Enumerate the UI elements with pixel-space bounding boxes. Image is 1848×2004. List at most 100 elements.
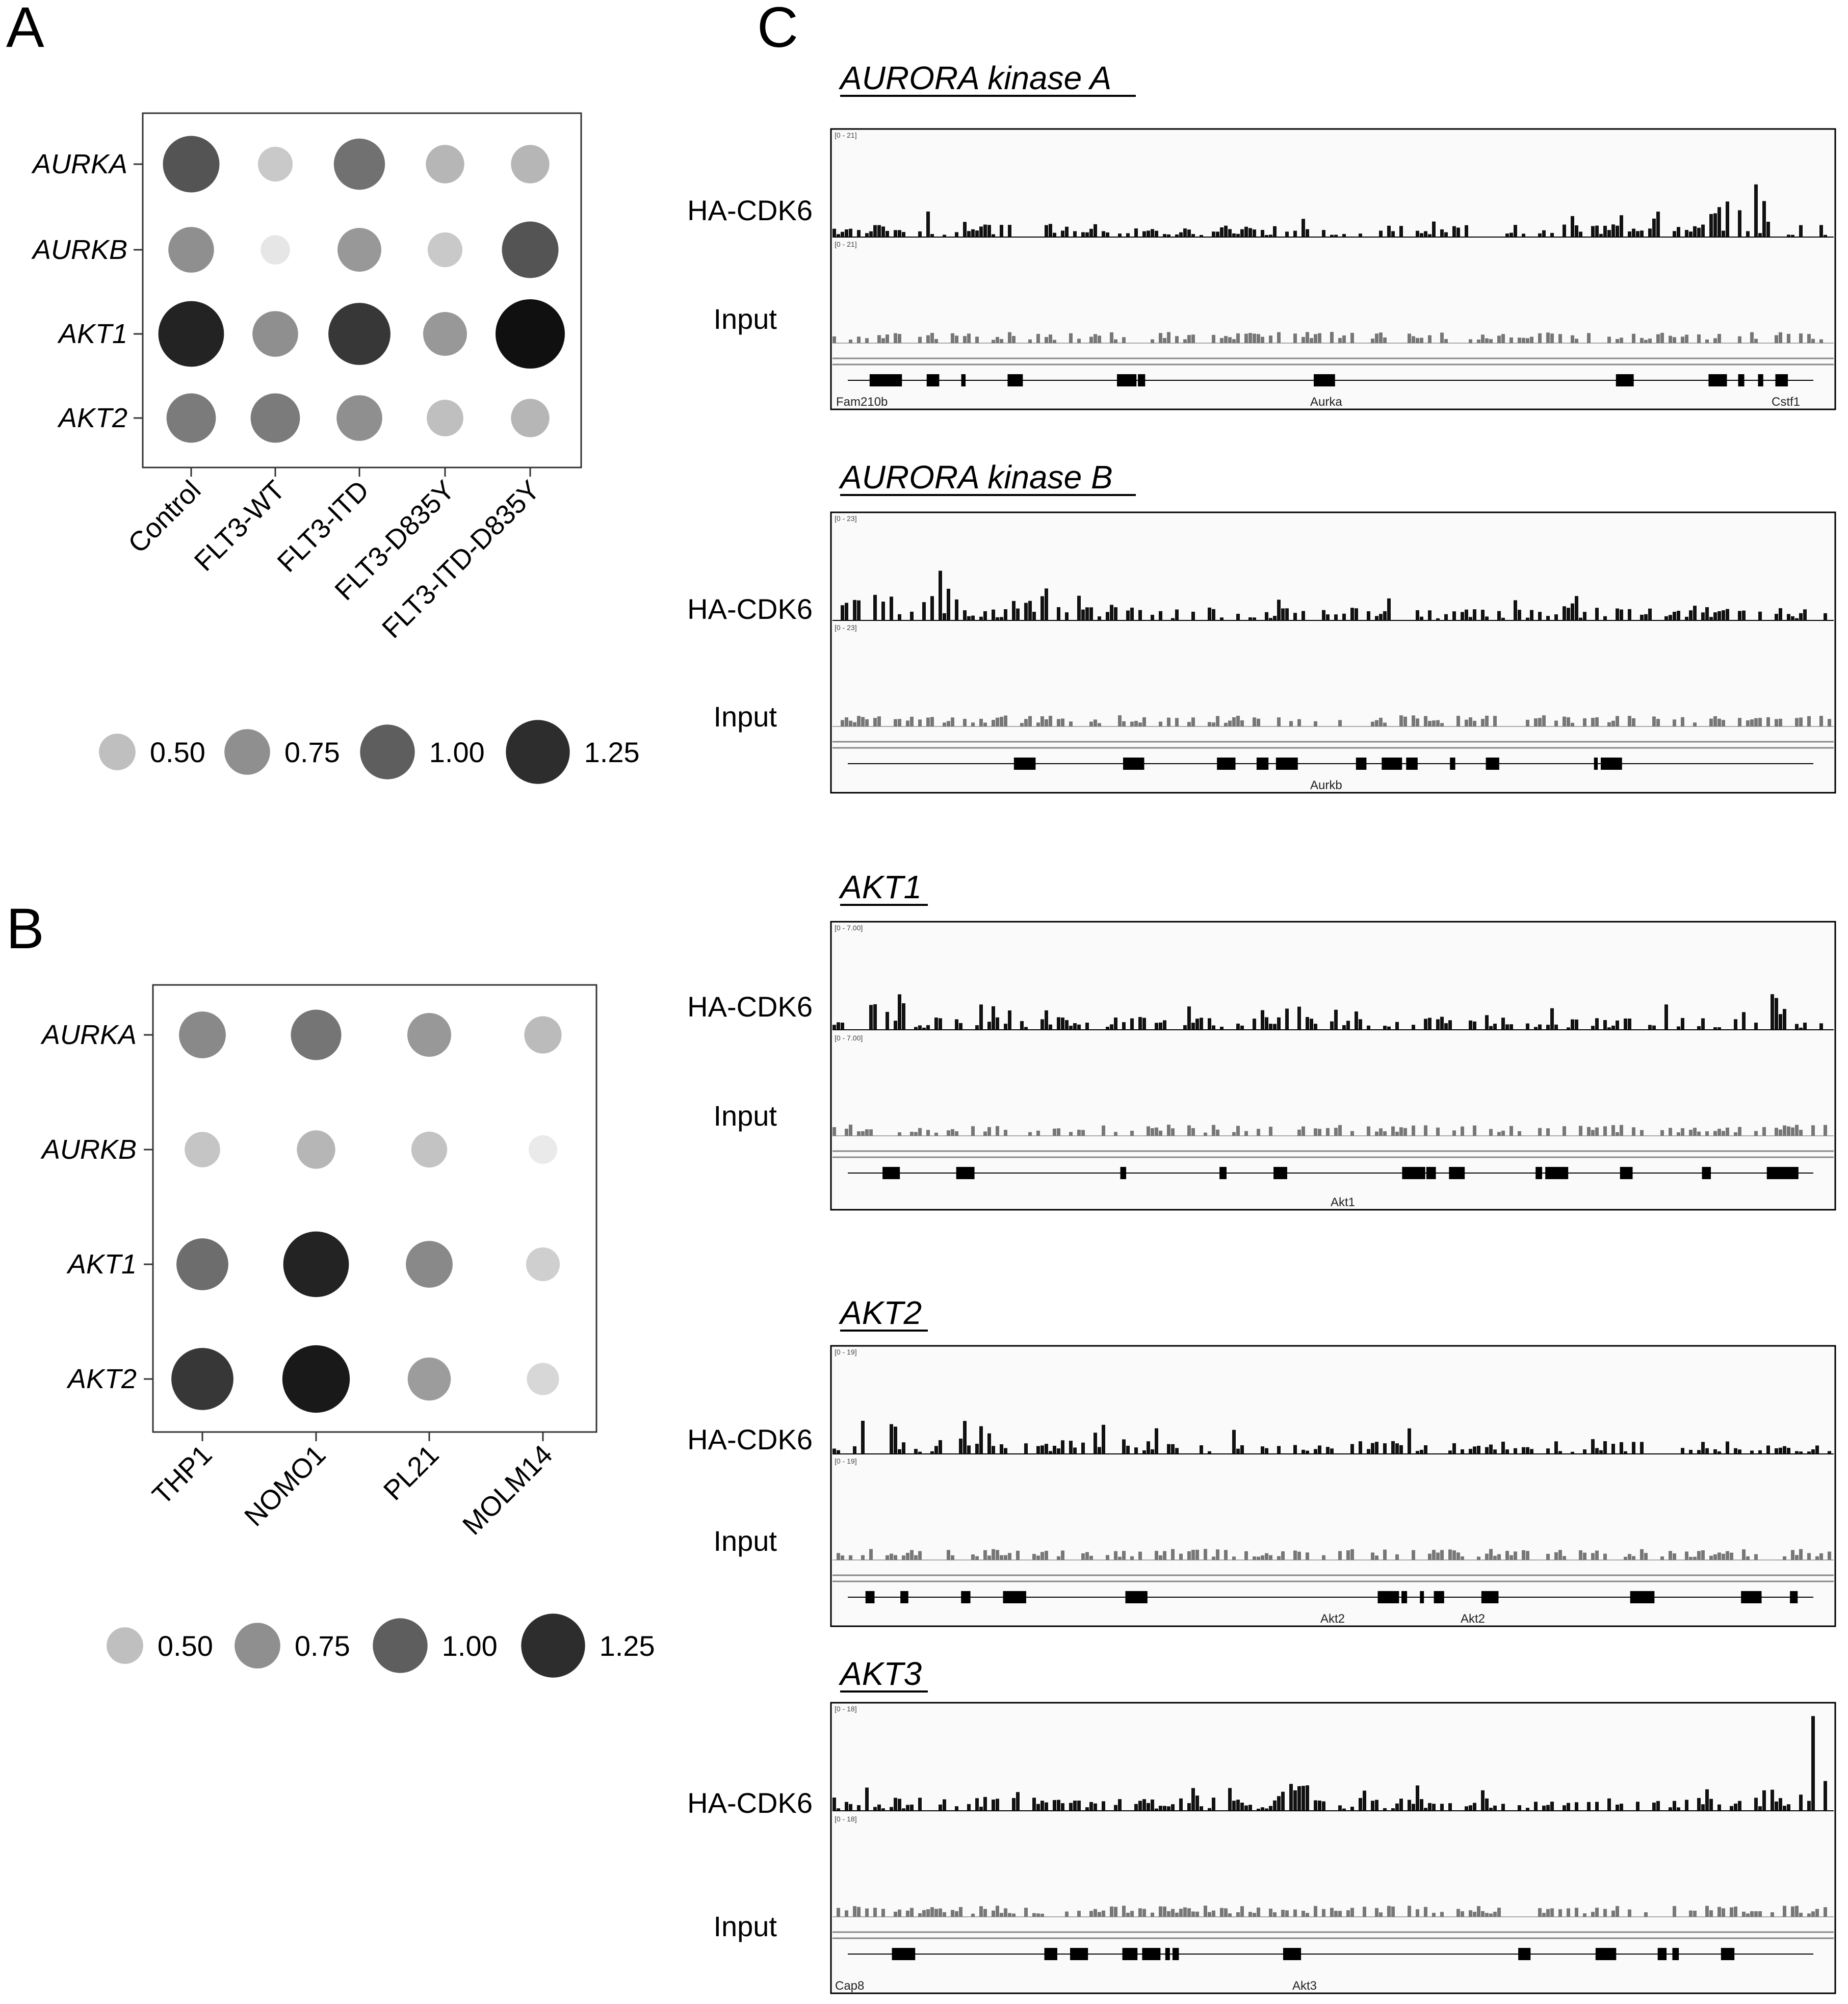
input-bar	[1591, 1912, 1595, 1917]
input-bar	[987, 1555, 991, 1560]
signal-bar	[1094, 1433, 1097, 1454]
signal-bar	[1053, 1446, 1056, 1454]
input-bar	[849, 1555, 852, 1560]
signal-bar	[1726, 1441, 1729, 1454]
input-bar	[1350, 1131, 1354, 1136]
exon	[1741, 1591, 1762, 1603]
input-bar	[894, 1555, 897, 1560]
signal-bar	[1342, 1808, 1346, 1811]
exon	[1313, 374, 1335, 386]
signal-bar	[1322, 610, 1325, 620]
signal-bar	[1758, 611, 1762, 620]
input-bar	[1717, 1129, 1721, 1136]
signal-bar	[1000, 1444, 1003, 1454]
signal-bar	[1167, 1806, 1170, 1811]
signal-bar	[1448, 1020, 1452, 1030]
signal-bar	[1811, 1716, 1815, 1811]
signal-bar	[1824, 235, 1827, 237]
signal-bar	[1004, 609, 1007, 620]
input-bar	[1069, 721, 1073, 726]
input-bar	[1346, 1910, 1350, 1917]
signal-bar	[914, 1449, 918, 1454]
signal-bar	[1550, 232, 1554, 237]
exon	[1702, 1167, 1711, 1179]
input-bar	[1746, 1913, 1750, 1917]
signal-bar	[1191, 1023, 1195, 1030]
signal-bar	[1526, 1808, 1529, 1811]
signal-bar	[1554, 1024, 1558, 1030]
input-bar	[1008, 332, 1011, 343]
input-bar	[1730, 1552, 1733, 1560]
signal-bar	[1571, 216, 1574, 237]
signal-bar	[1379, 614, 1383, 620]
signal-bar	[1726, 201, 1729, 237]
input-bar	[1045, 719, 1048, 726]
signal-bar	[1085, 232, 1089, 237]
input-bar	[1616, 339, 1619, 343]
dot-aurkb-molm14	[528, 1135, 558, 1164]
input-bar	[1350, 332, 1354, 343]
signal-bar	[1212, 231, 1215, 237]
input-bar	[1244, 333, 1248, 343]
signal-bar	[1685, 230, 1688, 237]
signal-bar	[1563, 1805, 1566, 1811]
input-bar	[1669, 1128, 1672, 1136]
input-bar	[1371, 1552, 1374, 1560]
signal-bar	[881, 602, 885, 620]
input-bar	[1591, 1130, 1595, 1136]
input-bar	[1098, 335, 1101, 343]
input-bar	[837, 1908, 840, 1917]
input-bar	[1750, 1911, 1754, 1917]
input-bar	[971, 1554, 975, 1560]
signal-bar	[1277, 1446, 1281, 1454]
signal-bar	[959, 1023, 962, 1030]
input-bar	[1709, 718, 1713, 726]
input-bar	[1379, 332, 1383, 343]
input-bar	[1640, 1549, 1644, 1560]
input-bar	[1758, 1911, 1762, 1917]
input-bar	[1142, 717, 1146, 726]
signal-bar	[1420, 616, 1423, 620]
input-bar	[1130, 1556, 1134, 1560]
input-bar	[1815, 1556, 1819, 1560]
input-bar	[1330, 1908, 1334, 1917]
signal-bar	[1632, 1442, 1635, 1454]
exon	[1122, 1948, 1138, 1960]
input-bar	[1477, 340, 1480, 343]
dot-akt2-flt3-d835y	[427, 400, 463, 436]
exon	[1070, 1948, 1088, 1960]
input-bar	[1061, 718, 1064, 726]
exon	[1518, 1948, 1531, 1960]
input-bar	[1024, 719, 1028, 726]
signal-bar	[1155, 230, 1158, 237]
input-bar	[1012, 336, 1016, 343]
input-bar	[1518, 337, 1521, 343]
signal-bar	[1563, 224, 1566, 237]
input-bar	[1130, 1131, 1134, 1136]
signal-bar	[1175, 234, 1179, 237]
signal-bar	[1436, 1019, 1440, 1030]
signal-bar	[1350, 1806, 1354, 1811]
signal-bar	[1754, 184, 1758, 237]
signal-bar	[1652, 1802, 1656, 1811]
signal-bar	[1265, 1448, 1268, 1454]
input-bar	[1248, 1912, 1252, 1917]
input-bar	[1179, 1553, 1183, 1560]
signal-bar	[894, 1021, 897, 1030]
signal-bar	[1387, 598, 1391, 620]
dot-aurkb-nomo1	[297, 1130, 335, 1169]
input-bar	[1183, 339, 1187, 343]
signal-bar	[1465, 225, 1468, 237]
signal-bar	[1151, 1799, 1154, 1811]
signal-bar	[1701, 1018, 1705, 1030]
signal-bar	[1452, 226, 1456, 237]
signal-bar	[894, 230, 897, 237]
signal-bar	[1244, 226, 1248, 237]
signal-bar	[1775, 1448, 1778, 1454]
input-bar	[1428, 1553, 1431, 1560]
gene-label: Akt1	[1331, 1195, 1355, 1209]
signal-bar	[1045, 1802, 1048, 1811]
input-bar	[1766, 717, 1770, 726]
signal-bar	[1795, 1451, 1799, 1454]
input-bar	[1701, 1550, 1705, 1560]
